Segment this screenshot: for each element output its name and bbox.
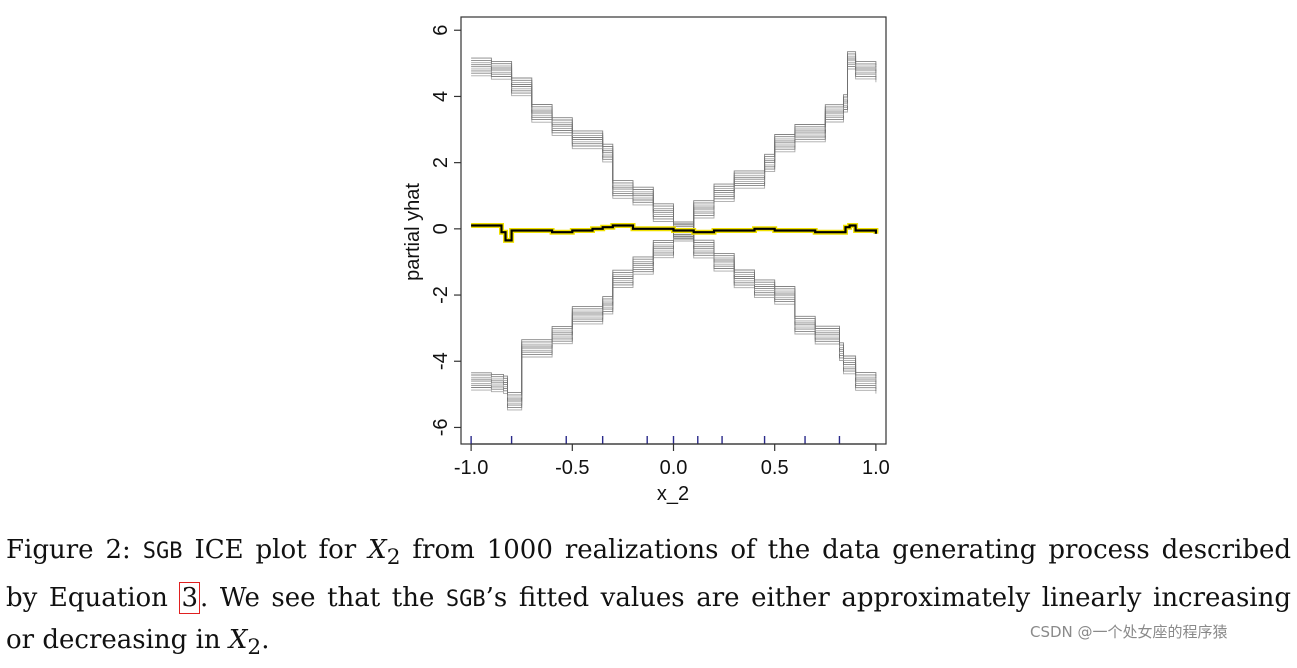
y-tick-label: 6: [430, 25, 452, 36]
figure-caption: Figure 2: SGB ICE plot for X2 from 1000 …: [6, 530, 1291, 668]
caption-text: or decreasing in: [6, 625, 229, 656]
x-axis-label: x_2: [657, 483, 689, 505]
caption-text: ’s fitted values are either approximatel…: [485, 583, 1291, 614]
x-tick-label: -0.5: [555, 457, 589, 479]
y-axis-label: partial yhat: [402, 183, 424, 281]
y-tick-label: -2: [430, 286, 452, 304]
y-tick-label: 0: [430, 223, 452, 234]
x-tick-label: -1.0: [454, 457, 488, 479]
caption-figure-number: Figure 2:: [6, 535, 143, 565]
caption-var: X: [368, 535, 387, 565]
y-tick-label: -4: [430, 352, 452, 370]
caption-line-2: by Equation 3. We see that the SGB’s fit…: [6, 578, 1291, 620]
caption-sgb-1: SGB: [142, 539, 183, 564]
y-tick-label: 2: [430, 157, 452, 168]
x-tick-label: 0.0: [660, 457, 688, 479]
caption-text: . We see that the: [200, 583, 446, 614]
caption-text: by Equation: [6, 583, 180, 614]
x-axis: -1.0 -0.5 0.0 0.5 1.0: [454, 443, 890, 479]
pdp-curve: [471, 223, 879, 243]
caption-sgb-2: SGB: [445, 587, 486, 613]
caption-subscript: 2: [247, 635, 262, 661]
y-tick-label: 4: [430, 91, 452, 102]
caption-text: .: [261, 625, 270, 656]
watermark: CSDN @一个处女座的程序猿: [1030, 623, 1228, 641]
ice-plot: -1.0 -0.5 0.0 0.5 1.0 -6 -4 -2 0 2 4 6 x_2 partial…: [402, 16, 890, 505]
x-tick-label: 0.5: [761, 457, 789, 479]
x-tick-label: 1.0: [862, 457, 890, 479]
y-axis: -6 -4 -2 0 2 4 6: [430, 25, 461, 437]
caption-text: ICE plot for: [182, 535, 369, 565]
caption-var: X: [228, 625, 248, 656]
rug-marks: [470, 436, 841, 444]
equation-reference-link[interactable]: 3: [179, 582, 201, 615]
caption-subscript: 2: [386, 545, 401, 571]
caption-text: from 1000 realizations of the data gener…: [400, 535, 1292, 565]
pdp-line: [471, 224, 877, 242]
ice-line: [471, 57, 877, 376]
caption-line-1: Figure 2: SGB ICE plot for X2 from 1000 …: [6, 530, 1291, 578]
y-tick-label: -6: [430, 419, 452, 437]
